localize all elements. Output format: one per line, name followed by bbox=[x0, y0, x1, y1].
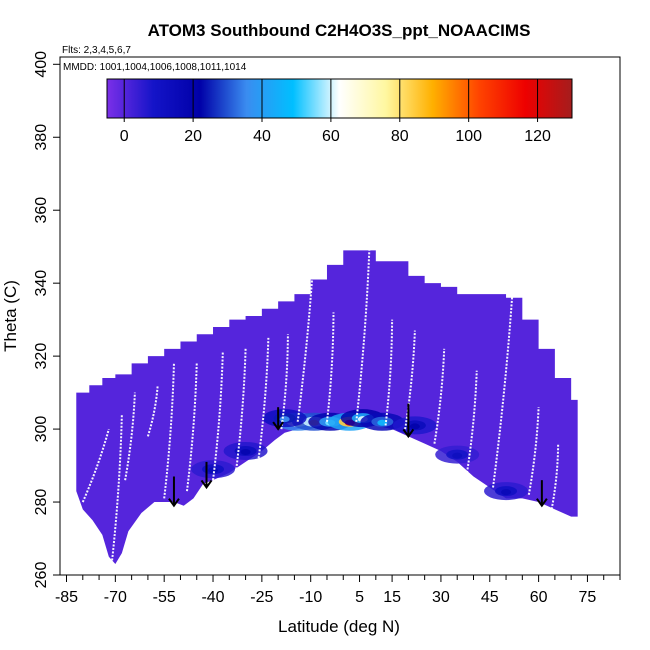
x-tick-label: -40 bbox=[201, 589, 224, 606]
y-tick-label: 380 bbox=[33, 124, 50, 151]
colorbar-fill bbox=[106, 78, 573, 119]
enhancement-core bbox=[279, 416, 290, 423]
x-tick-label: 30 bbox=[432, 589, 450, 606]
flight-track bbox=[280, 334, 289, 430]
marker-arrow-head bbox=[168, 498, 180, 508]
flights-label: Flts: 2,3,4,5,6,7 bbox=[62, 45, 131, 56]
y-axis-label: Theta (C) bbox=[1, 280, 20, 352]
colorbar-tick-label: 80 bbox=[391, 128, 409, 145]
x-tick-label: 5 bbox=[355, 589, 364, 606]
flight-track-layer bbox=[81, 250, 560, 561]
flight-track bbox=[527, 407, 540, 495]
x-tick-label: 75 bbox=[579, 589, 597, 606]
y-tick-label: 280 bbox=[33, 489, 50, 516]
flight-track bbox=[81, 428, 110, 503]
chart-title: ATOM3 Southbound C2H4O3S_ppt_NOAACIMS bbox=[148, 21, 531, 40]
flight-track bbox=[325, 312, 335, 422]
marker-arrow-head bbox=[200, 479, 213, 490]
y-tick-label: 340 bbox=[33, 270, 50, 297]
x-tick-label: -70 bbox=[104, 589, 127, 606]
colorbar-tick-label: 40 bbox=[253, 128, 271, 145]
x-tick-label: 45 bbox=[481, 589, 499, 606]
enhancement-core bbox=[240, 448, 251, 455]
flight-track bbox=[146, 385, 159, 437]
enhancement-core bbox=[409, 423, 420, 430]
flight-track bbox=[550, 443, 560, 510]
plot-frame bbox=[59, 56, 621, 576]
x-tick-label: -55 bbox=[153, 589, 176, 606]
colorbar-tick-label: 100 bbox=[455, 128, 482, 145]
flight-track bbox=[465, 370, 478, 474]
flight-track bbox=[257, 337, 270, 459]
flight-track bbox=[212, 352, 224, 481]
flight-track bbox=[355, 250, 371, 422]
marker-layer bbox=[168, 403, 548, 508]
colorbar-tick-label: 120 bbox=[524, 128, 551, 145]
flight-track bbox=[384, 319, 394, 426]
x-axis: -85 -70 -55 -40 -25 -10 5 15 30 45 60 75 bbox=[55, 575, 621, 606]
x-tick-label: -25 bbox=[250, 589, 273, 606]
y-tick-label: 400 bbox=[33, 51, 50, 78]
enhancement-core bbox=[452, 452, 463, 459]
y-tick-label: 300 bbox=[33, 416, 50, 443]
enhancement-core bbox=[501, 489, 512, 496]
enhancement-layer bbox=[191, 409, 529, 501]
x-tick-label: 60 bbox=[530, 589, 548, 606]
y-tick-label: 360 bbox=[33, 197, 50, 224]
flight-track bbox=[163, 363, 175, 499]
marker-arrow-head bbox=[536, 498, 548, 508]
x-axis-label: Latitude (deg N) bbox=[278, 617, 400, 636]
colorbar-tick-label: 20 bbox=[184, 128, 202, 145]
flight-track bbox=[433, 348, 446, 444]
flight-track bbox=[404, 330, 416, 430]
colorbar-tick-label: 0 bbox=[120, 128, 129, 145]
curtain-region bbox=[76, 250, 578, 565]
marker-arrow-head bbox=[402, 428, 415, 439]
y-axis: 260 280 300 320 340 360 380 400 bbox=[33, 51, 60, 589]
flight-track bbox=[185, 363, 198, 492]
marker-arrow-head bbox=[272, 421, 284, 431]
x-tick-label: 15 bbox=[383, 589, 401, 606]
flight-track bbox=[492, 290, 514, 488]
flight-track bbox=[124, 392, 136, 481]
mmdd-label: MMDD: 1001,1004,1006,1008,1011,1014 bbox=[63, 62, 247, 73]
colorbar-tick-label: 60 bbox=[322, 128, 340, 145]
x-tick-label: -85 bbox=[55, 589, 78, 606]
x-tick-label: -10 bbox=[299, 589, 322, 606]
heatmap-area bbox=[76, 250, 578, 565]
colorbar: 0 20 40 60 80 100 120 bbox=[106, 78, 573, 145]
colorbar-ticks: 0 20 40 60 80 100 120 bbox=[120, 79, 551, 145]
flight-track bbox=[296, 250, 315, 422]
y-tick-label: 260 bbox=[33, 562, 50, 589]
enhancement-core bbox=[208, 467, 219, 474]
y-tick-label: 320 bbox=[33, 343, 50, 370]
